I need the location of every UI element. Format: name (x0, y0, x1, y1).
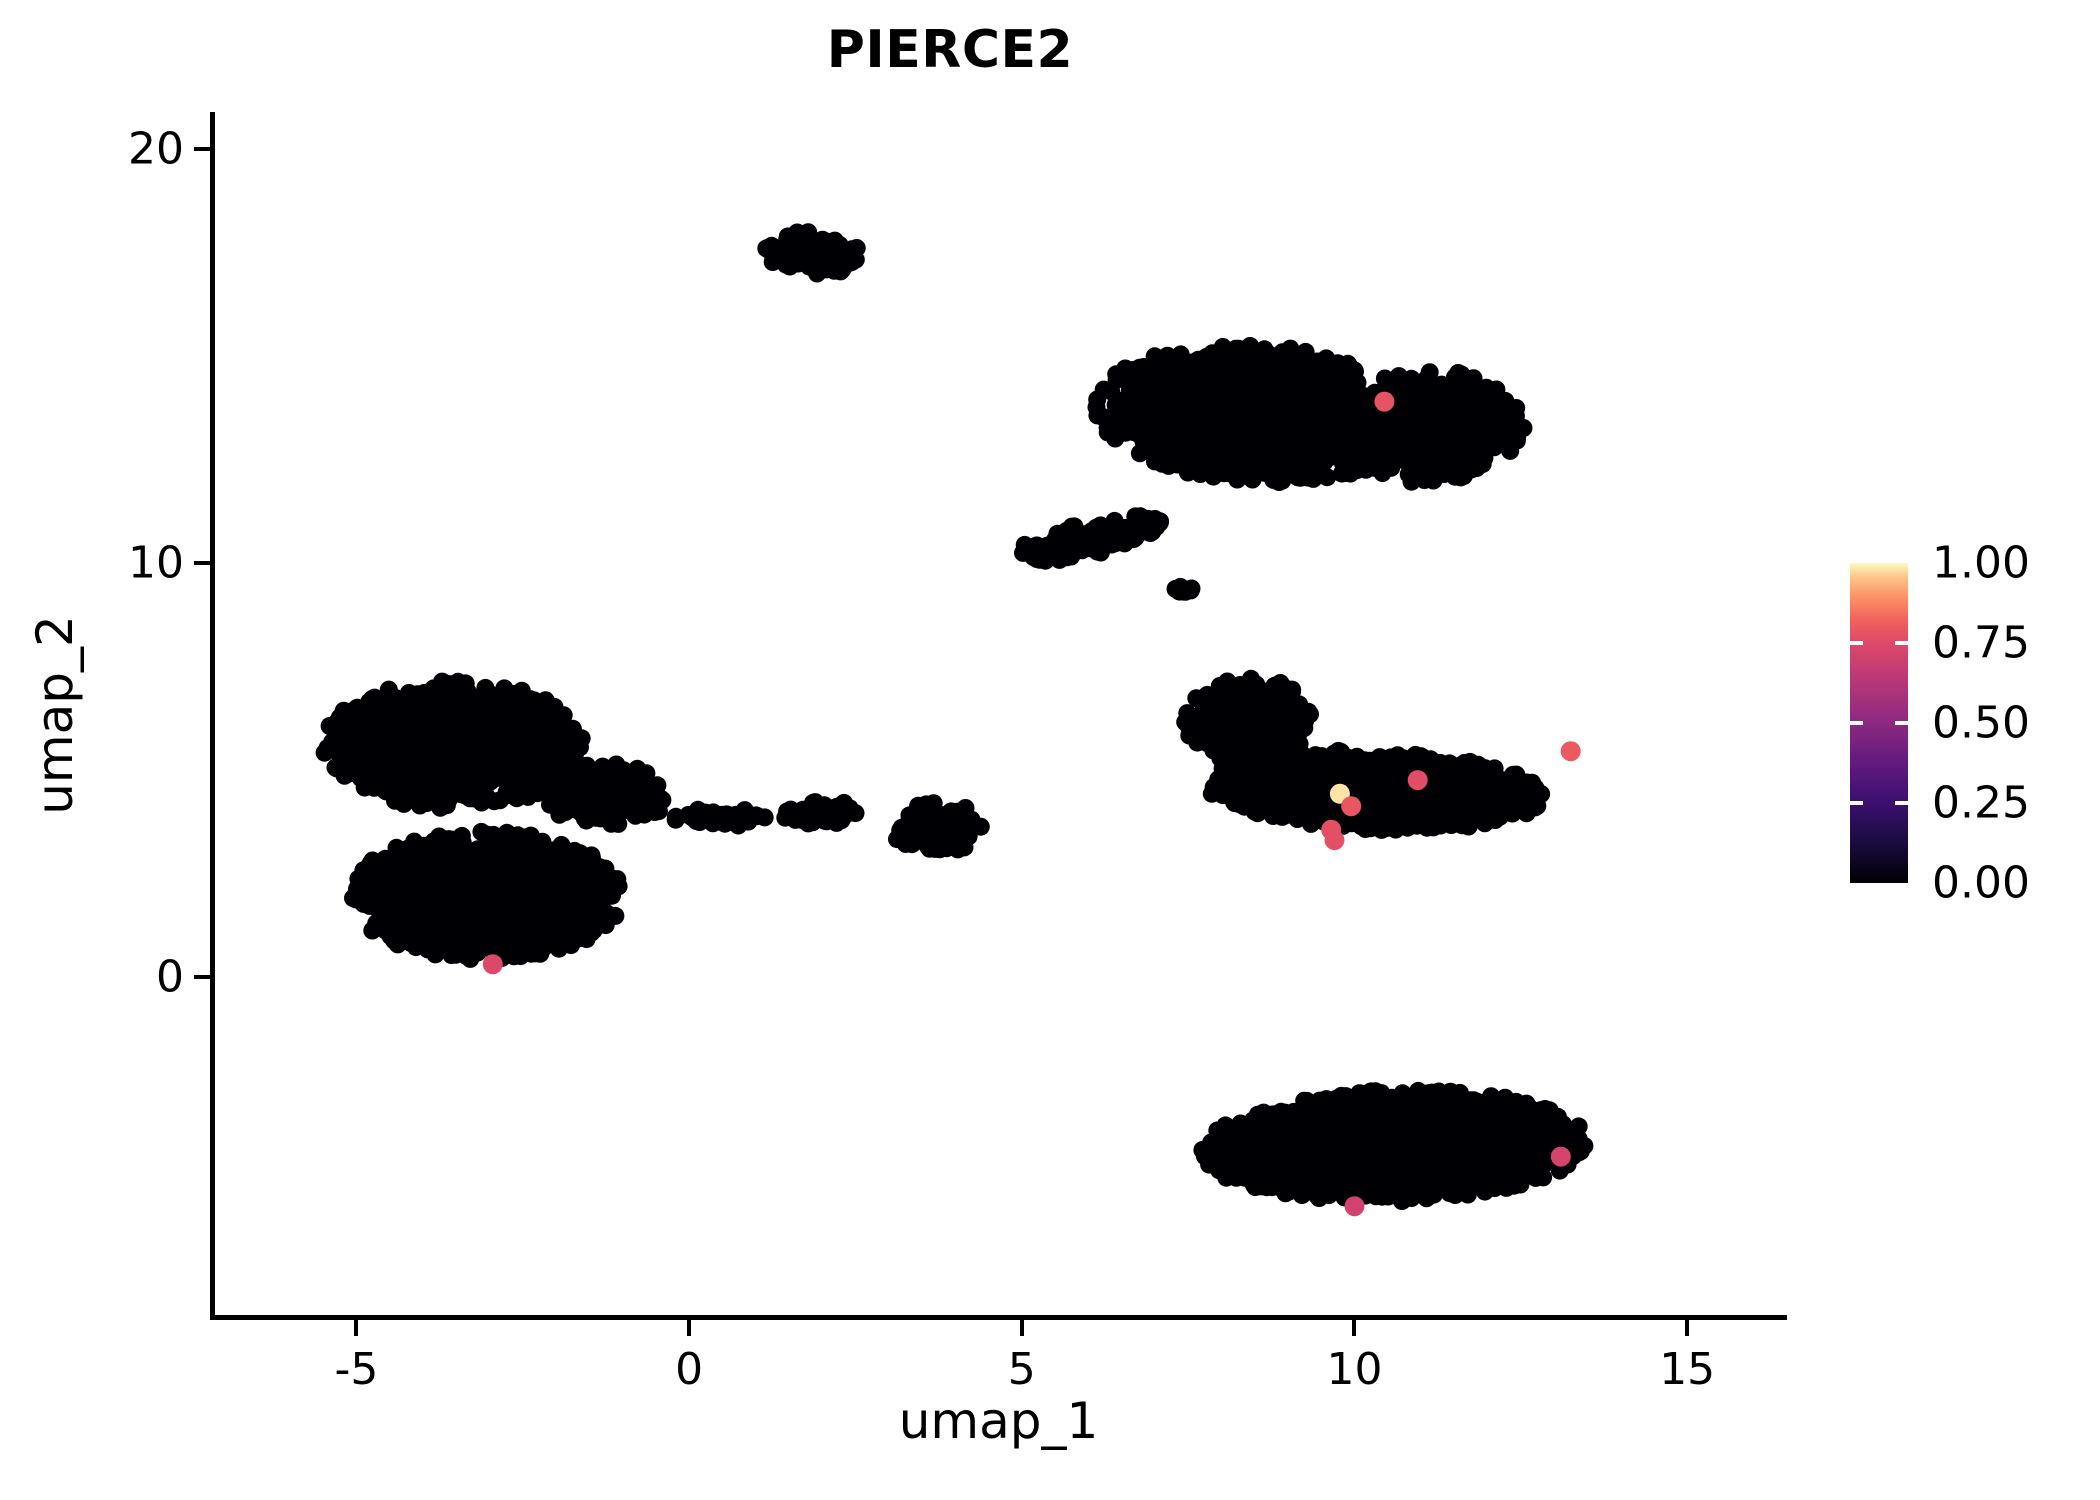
x-tick-mark (354, 1320, 359, 1336)
x-axis-spine (210, 1315, 1787, 1320)
y-tick-label: 10 (128, 537, 184, 589)
x-tick-label: 0 (675, 1344, 704, 1395)
x-tick-mark (687, 1320, 692, 1336)
colorbar-tick-label: 0.25 (1932, 777, 2030, 829)
colorbar-tick-mark (1850, 641, 1908, 645)
y-tick-mark (194, 974, 210, 979)
y-tick-mark (194, 147, 210, 152)
y-tick-mark (194, 560, 210, 565)
y-axis-spine (210, 112, 215, 1320)
y-axis-label: umap_2 (26, 615, 84, 815)
x-tick-label: 15 (1659, 1344, 1716, 1395)
colorbar-tick-label: 0.75 (1932, 617, 2030, 669)
y-tick-label: 20 (128, 123, 184, 175)
colorbar-tick-label: 0.00 (1932, 857, 2030, 909)
colorbar-tick-label: 1.00 (1932, 537, 2030, 589)
x-axis-label: umap_1 (898, 1392, 1099, 1450)
colorbar: 1.00 0.75 0.50 0.25 0.00 (1850, 538, 2100, 909)
plot-area: 0 10 20 -5 0 5 10 15 (128, 112, 1787, 1395)
page-title: PIERCE2 (826, 20, 1074, 80)
x-tick-label: -5 (334, 1344, 379, 1395)
x-tick-label: 5 (1007, 1344, 1036, 1395)
colorbar-tick-mark (1850, 801, 1908, 805)
x-tick-label: 10 (1326, 1344, 1383, 1395)
y-tick-label: 0 (156, 951, 184, 1003)
x-tick-mark (1685, 1320, 1690, 1336)
x-tick-mark (1019, 1320, 1024, 1336)
scatter-points-layer (315, 223, 1594, 1217)
x-tick-mark (1352, 1320, 1357, 1336)
colorbar-tick-mark (1850, 721, 1908, 725)
colorbar-tick-label: 0.50 (1932, 697, 2030, 749)
